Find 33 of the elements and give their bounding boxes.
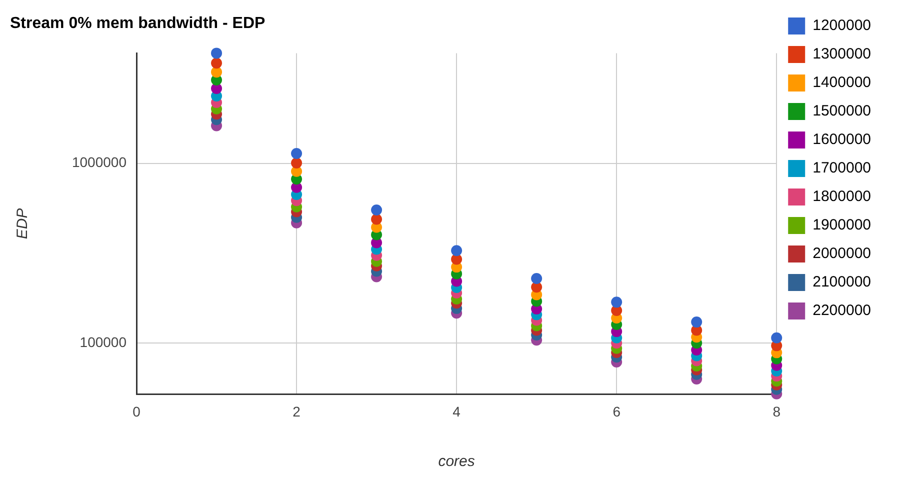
x-tick-label: 4: [452, 403, 461, 420]
point: [531, 272, 542, 284]
legend-label: 1800000: [812, 188, 872, 206]
x-tick-label: 0: [132, 403, 141, 420]
point: [611, 296, 622, 308]
point: [371, 214, 382, 225]
x-axis-title: cores: [438, 453, 476, 470]
legend-label: 2200000: [812, 302, 872, 320]
legend-label: 1500000: [812, 102, 872, 120]
y-tick-label: 1000000: [72, 154, 127, 170]
legend-label: 1600000: [812, 131, 872, 148]
point: [771, 332, 782, 344]
point: [691, 316, 702, 328]
legend-label: 1700000: [812, 160, 872, 177]
x-tick-label: 8: [772, 403, 781, 420]
point: [211, 48, 222, 59]
point: [211, 58, 222, 69]
point: [291, 157, 302, 168]
x-tick-label: 6: [612, 403, 621, 420]
chart-title: Stream 0% mem bandwidth - EDP: [10, 15, 266, 32]
point: [291, 148, 302, 159]
y-tick-label: 100000: [80, 334, 127, 350]
point: [211, 66, 222, 78]
point: [371, 204, 382, 216]
point: [451, 245, 462, 256]
y-axis-title: EDP: [14, 208, 32, 240]
legend-label: 1200000: [812, 17, 872, 34]
legend-label: 2100000: [812, 274, 872, 291]
legend-label: 1900000: [812, 216, 872, 234]
legend-label: 1300000: [812, 46, 872, 63]
x-tick-label: 2: [292, 403, 301, 420]
legend-label: 2000000: [812, 245, 872, 262]
legend-label: 1400000: [812, 74, 872, 92]
